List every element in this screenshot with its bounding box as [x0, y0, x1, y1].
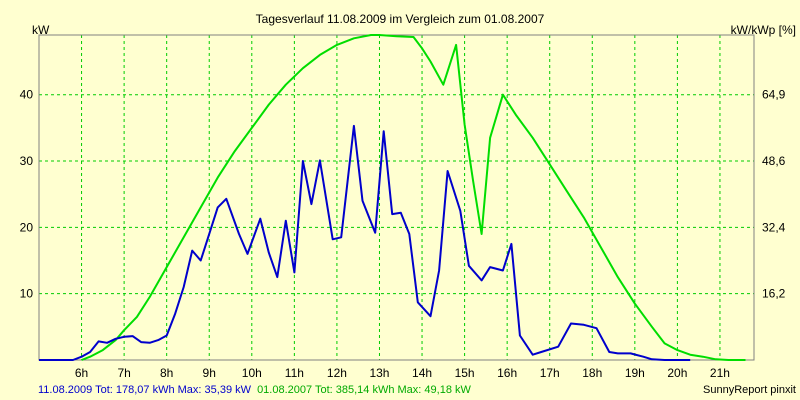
x-tick-label: 20h	[667, 366, 687, 380]
y-ticks-left: 10 20 30 40	[20, 88, 34, 301]
x-tick-label: 8h	[160, 366, 173, 380]
x-tick-label: 12h	[327, 366, 347, 380]
y-left-tick-label: 20	[20, 220, 34, 234]
x-tick-label: 10h	[242, 366, 262, 380]
svg-text:11.08.2009 Tot: 178,07 kWh Max: 11.08.2009 Tot: 178,07 kWh Max: 35,39 kW…	[38, 384, 471, 396]
series-line-11-08-2009	[39, 124, 691, 361]
plot-frame	[38, 34, 755, 361]
x-tick-label: 13h	[369, 366, 389, 380]
footer-series2: 01.08.2007 Tot: 385,14 kWh Max: 49,18 kW	[257, 384, 471, 396]
grid	[39, 35, 754, 360]
y-axis-right-label: kW/kWp [%]	[731, 23, 796, 37]
y-right-tick-label: 16,2	[762, 287, 786, 301]
x-ticks: 6h 7h 8h 9h 10h 11h 12h 13h 14h 15h 16h 17h 18h 19h 20…	[75, 366, 730, 380]
x-tick-label: 17h	[540, 366, 560, 380]
x-tick-label: 9h	[203, 366, 216, 380]
series-line-01-08-2007	[81, 34, 746, 361]
x-tick-label: 18h	[582, 366, 602, 380]
y-ticks-right: 16,2 32,4 48,6 64,9	[762, 88, 786, 301]
y-left-tick-label: 40	[20, 88, 34, 102]
x-tick-label: 11h	[285, 366, 304, 380]
footer-brand: SunnyReport pinxit	[703, 384, 796, 396]
y-left-tick-label: 30	[20, 154, 34, 168]
chart-title: Tagesverlauf 11.08.2009 im Vergleich zum…	[256, 12, 545, 26]
x-tick-label: 6h	[75, 366, 88, 380]
x-tick-label: 16h	[497, 366, 517, 380]
y-right-tick-label: 64,9	[762, 88, 786, 102]
x-tick-label: 19h	[625, 366, 645, 380]
y-left-tick-label: 10	[20, 287, 34, 301]
footer-series1: 11.08.2009 Tot: 178,07 kWh Max: 35,39 kW	[38, 384, 252, 396]
x-tick-label: 21h	[710, 366, 730, 380]
y-axis-left-label: kW	[32, 23, 50, 37]
x-tick-label: 15h	[455, 366, 475, 380]
y-right-tick-label: 48,6	[762, 154, 786, 168]
y-right-tick-label: 32,4	[762, 220, 786, 234]
x-tick-label: 7h	[117, 366, 130, 380]
x-tick-label: 14h	[412, 366, 432, 380]
